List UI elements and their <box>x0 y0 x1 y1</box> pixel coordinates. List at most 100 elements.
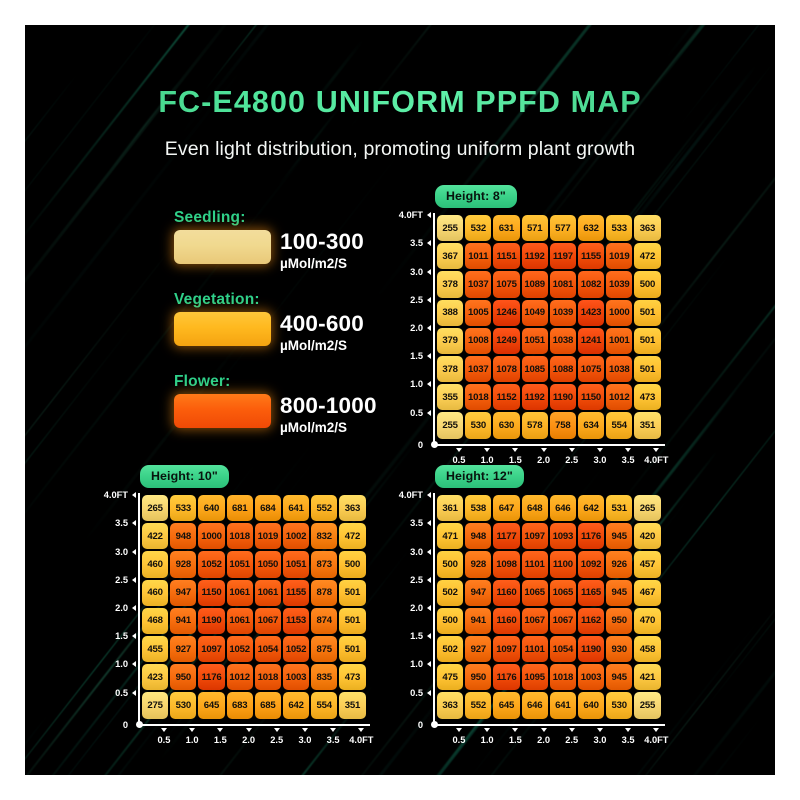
ppfd-cell: 645 <box>198 692 225 719</box>
ppfd-cell: 460 <box>142 551 169 578</box>
ppfd-cell: 1152 <box>493 384 520 411</box>
dark-panel: FC-E4800 UNIFORM PPFD MAP Even light dis… <box>25 25 775 775</box>
y-axis-label: 1.0 <box>410 659 423 670</box>
ppfd-cell: 873 <box>311 551 338 578</box>
ppfd-cell: 1018 <box>254 664 281 691</box>
y-axis-line <box>433 493 435 725</box>
y-axis-label: 2.0 <box>115 603 128 614</box>
ppfd-cell: 1100 <box>549 551 576 578</box>
y-axis-label: 2.0 <box>410 603 423 614</box>
ppfd-grid-height-10: Height: 10" 4.0FT 3.5 3.0 2.5 2.0 1.5 1.0 0.5 0 0.… <box>104 465 390 755</box>
legend-color-swatch <box>174 312 271 346</box>
ppfd-cell: 1092 <box>577 551 605 578</box>
y-axis-tick <box>132 520 136 527</box>
ppfd-cell: 363 <box>634 215 661 242</box>
ppfd-cell: 1192 <box>521 243 548 270</box>
ppfd-cell: 948 <box>465 523 492 550</box>
ppfd-cell: 577 <box>549 215 576 242</box>
height-badge: Height: 12" <box>435 465 524 488</box>
ppfd-cell: 351 <box>339 692 366 719</box>
y-axis-label: 3.0 <box>410 266 423 277</box>
ppfd-cell: 640 <box>198 495 225 522</box>
legend-values: 100-300 µMol/m2/S <box>280 230 364 270</box>
x-axis-label: 3.0 <box>298 734 312 745</box>
ppfd-cell: 947 <box>170 579 197 606</box>
ppfd-cell: 379 <box>437 327 464 354</box>
ppfd-cell: 531 <box>606 495 633 522</box>
ppfd-grid-height-12: Height: 12" 4.0FT 3.5 3.0 2.5 2.0 1.5 1.0 0.5 0 0.… <box>399 465 685 755</box>
ppfd-cell: 950 <box>606 607 633 634</box>
y-axis-tick <box>132 689 136 696</box>
ppfd-cell: 500 <box>437 607 464 634</box>
x-axis-label: 4.0FT <box>644 734 669 745</box>
y-axis-tick <box>132 576 136 583</box>
x-axis-tick <box>455 727 462 732</box>
y-axis-label: 2.5 <box>115 574 128 585</box>
ppfd-cell: 571 <box>521 215 548 242</box>
legend-row: 100-300 µMol/m2/S <box>174 230 414 270</box>
ppfd-cell: 265 <box>634 495 661 522</box>
y-axis-label: 4.0FT <box>103 490 128 501</box>
y-axis-label: 0.5 <box>410 407 423 418</box>
ppfd-cell: 501 <box>339 579 366 606</box>
x-axis-label: 4.0FT <box>349 734 374 745</box>
height-badge: Height: 10" <box>140 465 229 488</box>
y-axis-label: 4.0FT <box>398 490 423 501</box>
ppfd-cell: 1153 <box>282 607 310 634</box>
ppfd-cell: 1019 <box>254 523 281 550</box>
x-axis-label: 2.5 <box>565 734 579 745</box>
ppfd-cell: 1012 <box>606 384 633 411</box>
x-axis-label: 0.5 <box>452 734 466 745</box>
ppfd-cell: 1052 <box>282 635 310 663</box>
y-axis-label: 1.5 <box>410 351 423 362</box>
legend-range: 100-300 <box>280 229 364 254</box>
ppfd-cell: 552 <box>465 692 492 719</box>
y-axis-label: 1.0 <box>410 379 423 390</box>
ppfd-cell: 1001 <box>606 327 633 354</box>
ppfd-cell: 945 <box>606 523 633 550</box>
legend-row: 800-1000 µMol/m2/S <box>174 394 414 434</box>
ppfd-cell: 501 <box>339 635 366 663</box>
ppfd-cell: 1088 <box>549 355 576 383</box>
legend-unit: µMol/m2/S <box>280 255 348 271</box>
y-axis-label: 2.5 <box>410 294 423 305</box>
x-axis-tick <box>512 447 519 452</box>
ppfd-cell: 1165 <box>577 579 605 606</box>
y-axis-label: 2.5 <box>410 574 423 585</box>
x-axis-line <box>138 723 370 726</box>
ppfd-cell: 361 <box>437 495 464 522</box>
x-axis-label: 4.0FT <box>644 454 669 465</box>
plot-area: 4.0FT 3.5 3.0 2.5 2.0 1.5 1.0 0.5 0 0.5 1.0 1.5 2.0 2… <box>399 490 685 755</box>
ppfd-cell: 1052 <box>198 551 225 578</box>
ppfd-cell: 950 <box>170 664 197 691</box>
x-axis-label: 1.5 <box>508 454 522 465</box>
x-axis-label: 1.0 <box>480 734 494 745</box>
ppfd-cell: 1097 <box>198 635 225 663</box>
ppfd-cell-grid: 265 533 640 681 684 641 552 363 422 948 1000 1018 10… <box>142 495 366 719</box>
ppfd-cell: 502 <box>437 579 464 606</box>
ppfd-cell: 1049 <box>521 299 548 326</box>
ppfd-cell: 501 <box>634 327 661 354</box>
y-axis-label: 1.5 <box>115 631 128 642</box>
origin-dot <box>430 721 438 729</box>
x-axis-label: 1.5 <box>508 734 522 745</box>
ppfd-cell: 1005 <box>465 299 492 326</box>
y-axis-tick <box>427 689 431 696</box>
legend-values: 400-600 µMol/m2/S <box>280 312 364 352</box>
y-axis-tick <box>132 605 136 612</box>
ppfd-cell: 1061 <box>226 607 253 634</box>
ppfd-cell: 1078 <box>493 355 520 383</box>
ppfd-cell: 632 <box>577 215 605 242</box>
ppfd-cell: 878 <box>311 579 338 606</box>
ppfd-cell: 1019 <box>606 243 633 270</box>
x-axis-tick <box>301 727 308 732</box>
y-axis-tick <box>132 492 136 499</box>
ppfd-cell: 351 <box>634 412 661 439</box>
ppfd-cell: 950 <box>465 664 492 691</box>
x-axis-tick <box>540 727 547 732</box>
ppfd-cell: 1082 <box>577 271 605 298</box>
ppfd-cell: 1051 <box>226 551 253 578</box>
y-axis-tick <box>427 296 431 303</box>
ppfd-cell: 1067 <box>254 607 281 634</box>
origin-label: 0 <box>417 439 423 450</box>
